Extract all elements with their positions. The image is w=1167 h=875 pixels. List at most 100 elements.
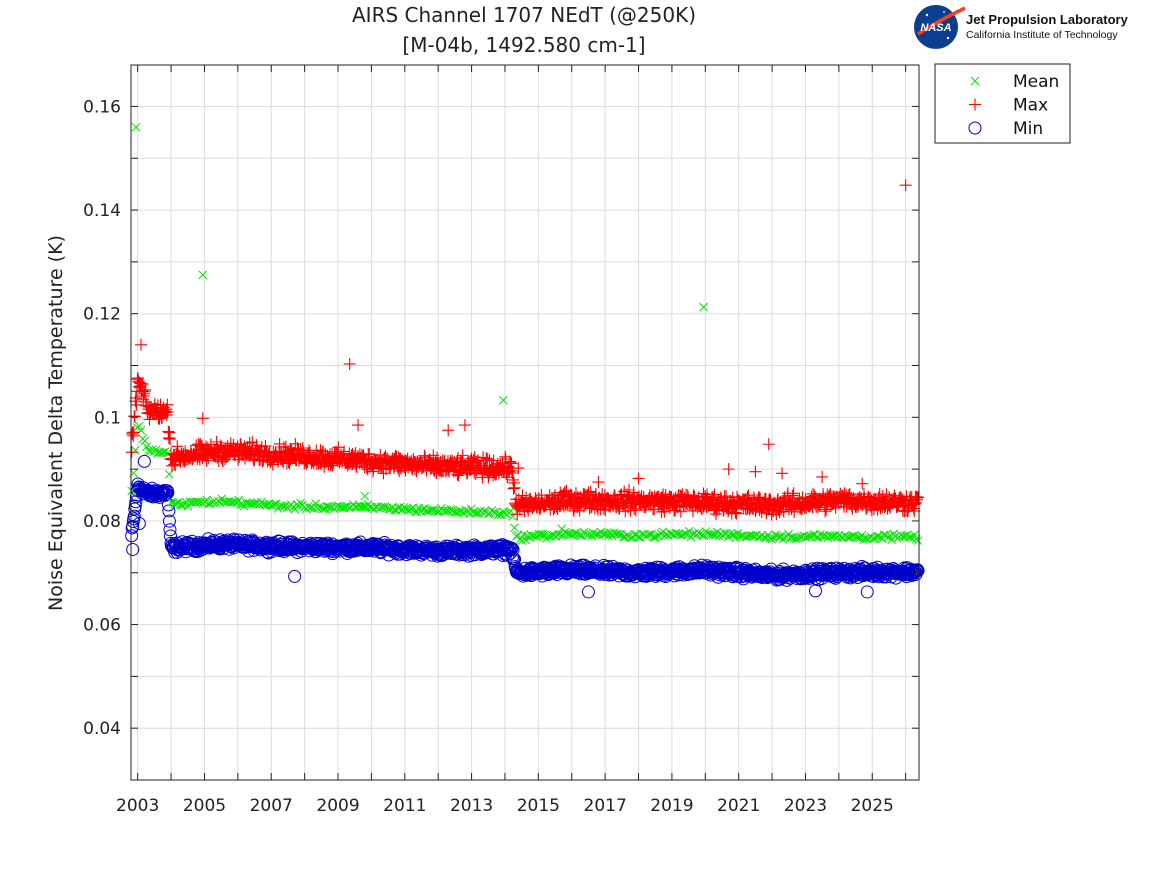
data-point	[136, 426, 146, 435]
data-point	[727, 530, 737, 540]
y-tick-label: 0.06	[83, 616, 121, 636]
data-point	[699, 302, 708, 312]
data-point	[853, 533, 863, 542]
plot-area	[131, 65, 919, 780]
data-point	[247, 499, 257, 509]
data-point	[911, 491, 924, 504]
data-point	[318, 504, 328, 514]
legend-label: Max	[1013, 96, 1048, 116]
data-point	[363, 447, 376, 460]
data-point	[684, 526, 694, 536]
data-point	[517, 536, 527, 546]
data-point	[446, 505, 456, 514]
data-point	[360, 491, 370, 501]
data-point	[131, 445, 140, 455]
data-point	[512, 462, 525, 475]
data-point	[352, 419, 365, 432]
data-point	[493, 510, 502, 520]
data-point	[127, 426, 140, 439]
data-point	[271, 499, 281, 509]
data-point	[765, 533, 775, 543]
data-point	[906, 532, 915, 542]
data-point	[868, 534, 878, 544]
data-point	[913, 536, 923, 545]
data-point	[163, 433, 176, 446]
data-point	[470, 508, 480, 518]
x-tick-label: 2011	[383, 796, 426, 816]
data-point	[749, 465, 762, 478]
data-point	[324, 502, 334, 512]
data-point	[403, 505, 412, 514]
data-point	[343, 357, 356, 370]
y-tick-label: 0.12	[83, 305, 121, 325]
data-point	[707, 530, 716, 539]
data-point	[970, 76, 980, 86]
jpl-nasa-logo: NASA Jet Propulsion Laboratory Californi…	[914, 5, 1129, 49]
data-point	[160, 409, 173, 422]
data-point	[127, 509, 141, 523]
data-point	[722, 463, 735, 476]
data-point	[816, 470, 829, 483]
data-point	[711, 562, 725, 576]
data-point	[294, 501, 304, 511]
data-point	[730, 507, 743, 520]
data-point	[453, 507, 463, 517]
x-tick-label: 2017	[584, 796, 627, 816]
data-point	[548, 501, 561, 514]
data-point	[787, 487, 800, 500]
chart-subtitle: [M-04b, 1492.580 cm-1]	[402, 33, 645, 57]
data-point	[613, 529, 623, 539]
data-point	[753, 491, 766, 504]
legend: Mean Max Min	[934, 63, 1071, 144]
y-tick-label: 0.08	[83, 512, 121, 532]
x-tick-label: 2019	[650, 796, 693, 816]
data-point	[228, 498, 238, 507]
y-tick-label: 0.1	[94, 408, 121, 428]
series-max	[125, 179, 924, 521]
data-point	[777, 505, 790, 518]
series-min	[125, 454, 925, 599]
data-point	[786, 489, 799, 502]
data-point	[358, 502, 367, 511]
data-point	[508, 511, 517, 521]
data-point	[527, 531, 536, 540]
data-point	[337, 503, 347, 512]
data-point	[130, 398, 143, 411]
data-point	[860, 585, 874, 599]
data-point	[373, 459, 386, 472]
y-tick-label: 0.16	[83, 97, 121, 117]
data-point	[405, 505, 414, 515]
data-point	[817, 531, 827, 541]
data-point	[198, 270, 208, 280]
x-tick-label: 2015	[517, 796, 560, 816]
data-point	[802, 532, 812, 542]
x-tick-label: 2007	[250, 796, 293, 816]
plot-border	[130, 64, 920, 781]
data-point	[380, 502, 390, 512]
logo-org-sub: California Institute of Technology	[966, 29, 1118, 41]
nasa-wordmark: NASA	[920, 22, 951, 34]
data-point	[162, 514, 176, 528]
data-point	[598, 529, 608, 539]
legend-item-mean: Mean	[970, 72, 1059, 92]
data-point	[808, 584, 822, 598]
data-point	[192, 497, 202, 507]
data-point	[557, 524, 567, 534]
data-point	[161, 405, 174, 418]
data-point	[440, 507, 450, 516]
data-point	[652, 532, 662, 541]
data-point	[243, 436, 256, 449]
logo-org-name: Jet Propulsion Laboratory	[966, 12, 1129, 27]
data-point	[420, 504, 429, 513]
data-point	[266, 458, 279, 471]
data-point	[748, 531, 758, 540]
data-point	[566, 529, 576, 539]
data-point	[480, 452, 493, 465]
x-tick-label: 2003	[116, 796, 159, 816]
data-point	[126, 542, 140, 556]
x-tick-label: 2013	[450, 796, 493, 816]
data-point	[861, 533, 870, 543]
data-point	[442, 424, 455, 437]
x-tick-label: 2009	[316, 796, 359, 816]
